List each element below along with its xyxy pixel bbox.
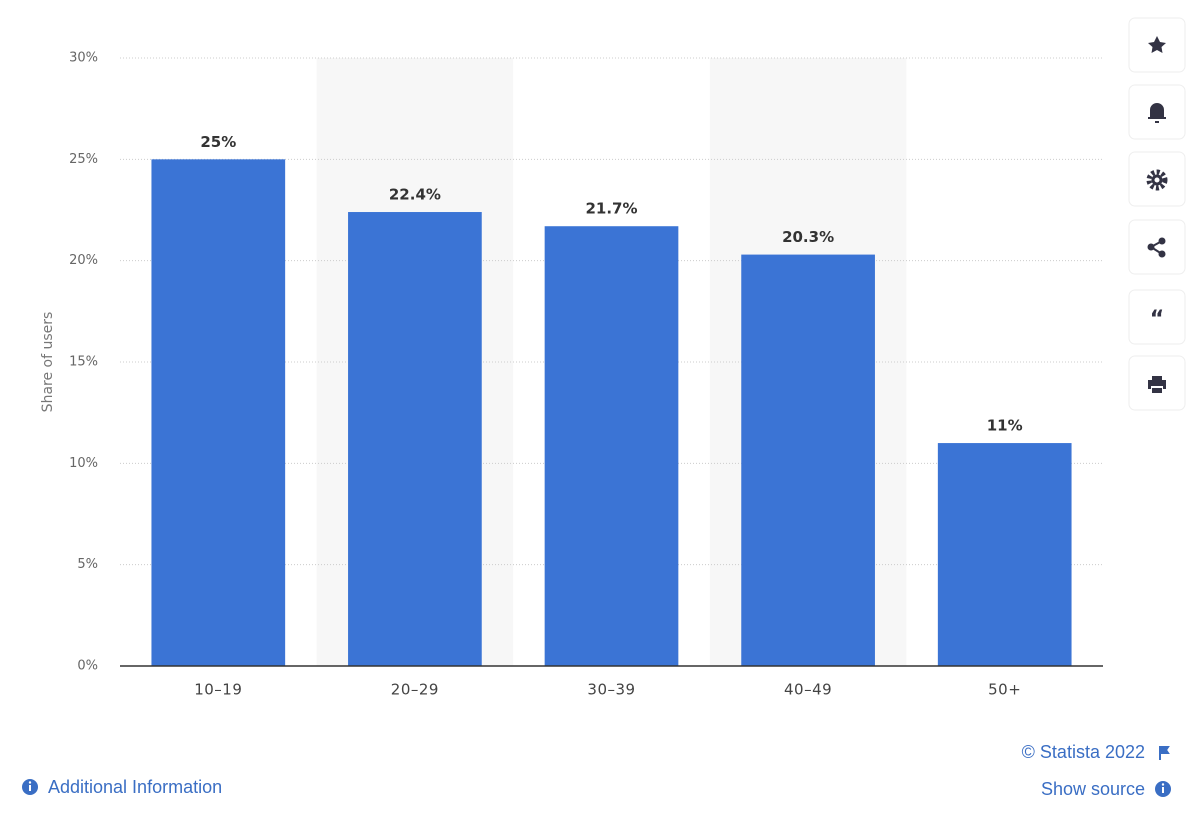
value-label: 22.4% [389, 186, 441, 204]
toolbar: “ [1128, 17, 1186, 411]
bar [937, 443, 1072, 666]
bar [151, 159, 286, 667]
svg-text:“: “ [1150, 307, 1164, 332]
y-tick-label: 10% [69, 456, 98, 471]
y-tick-label: 5% [77, 557, 98, 572]
value-label: 20.3% [782, 228, 834, 246]
print-button[interactable] [1128, 355, 1186, 411]
y-tick-label: 20% [69, 253, 98, 268]
x-tick-label: 20–29 [391, 681, 439, 699]
y-tick-label: 30% [69, 51, 98, 66]
info-icon [22, 779, 38, 795]
flag-icon [1159, 746, 1170, 760]
value-label: 25% [200, 133, 236, 151]
value-label: 21.7% [585, 200, 637, 218]
additional-information[interactable]: Additional Information [48, 777, 222, 797]
value-label: 11% [987, 417, 1023, 435]
bar [544, 226, 679, 667]
favorite-button[interactable] [1128, 17, 1186, 73]
y-tick-label: 25% [69, 152, 98, 167]
copyright[interactable]: © Statista 2022 [1022, 742, 1145, 762]
bar [348, 212, 482, 666]
bar [741, 254, 875, 666]
settings-button[interactable] [1128, 151, 1186, 207]
x-tick-label: 40–49 [784, 681, 832, 699]
show-source[interactable]: Show source [1041, 779, 1145, 799]
info-icon [1155, 781, 1171, 797]
y-tick-label: 15% [69, 355, 98, 370]
cite-button[interactable]: “ [1128, 289, 1186, 345]
share-button[interactable] [1128, 219, 1186, 275]
x-tick-label: 30–39 [587, 681, 635, 699]
x-tick-label: 10–19 [194, 681, 242, 699]
x-tick-label: 50+ [988, 681, 1021, 699]
y-tick-label: 0% [77, 659, 98, 674]
alert-button[interactable] [1128, 84, 1186, 140]
y-axis-label: Share of users [40, 312, 56, 413]
